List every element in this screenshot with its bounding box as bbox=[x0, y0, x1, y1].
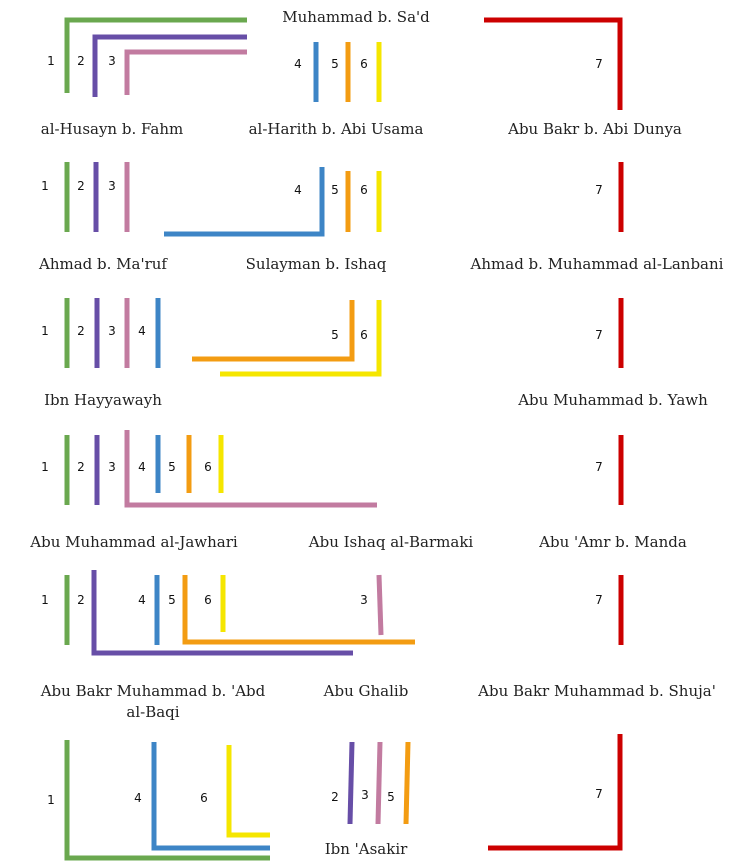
chain-number-label: 1 bbox=[41, 324, 49, 338]
chain-3-segment bbox=[124, 49, 247, 95]
chain-number-label: 1 bbox=[47, 54, 55, 68]
chain-number-label: 5 bbox=[387, 790, 395, 804]
chain-number-label: 5 bbox=[168, 460, 176, 474]
chain-number-label: 6 bbox=[360, 57, 368, 71]
narrator-ahmad-b-maruf: Ahmad b. Ma'ruf bbox=[38, 255, 168, 273]
chain-number-label: 5 bbox=[331, 183, 339, 197]
chain-number-label: 1 bbox=[41, 460, 49, 474]
chain-number-label: 7 bbox=[595, 57, 603, 71]
chain-6-segment bbox=[220, 300, 382, 377]
chain-lines bbox=[64, 17, 624, 861]
chain-number-label: 6 bbox=[200, 791, 208, 805]
narrator-ahmad-b-muhammad-al-lanbani: Ahmad b. Muhammad al-Lanbani bbox=[470, 255, 724, 273]
chain-number-label: 4 bbox=[138, 324, 146, 338]
narrator-abu-bakr-muhammad-b-abd-al-baqi: Abu Bakr Muhammad b. 'Abd bbox=[40, 682, 266, 700]
chain-number-label: 4 bbox=[138, 593, 146, 607]
chain-5-segment bbox=[192, 300, 355, 362]
narrator-abu-bakr-muhammad-b-abd-al-baqi-line-2: al-Baqi bbox=[126, 703, 179, 721]
chain-number-label: 4 bbox=[294, 183, 302, 197]
chain-2-segment bbox=[91, 570, 353, 656]
narrator-names: Muhammad b. Sa'd al-Husayn b. Fahm al-Ha… bbox=[29, 8, 723, 858]
chain-number-label: 2 bbox=[77, 54, 85, 68]
narrator-abu-bakr-b-abi-dunya: Abu Bakr b. Abi Dunya bbox=[507, 120, 682, 138]
narrator-muhammad-b-sad: Muhammad b. Sa'd bbox=[282, 8, 430, 26]
chain-number-label: 7 bbox=[595, 183, 603, 197]
chain-number-label: 6 bbox=[204, 460, 212, 474]
chain-7-segment bbox=[488, 734, 623, 851]
chain-6-segment bbox=[226, 745, 270, 838]
chain-number-labels: 1 2 3 4 5 6 7 1 2 3 4 5 6 7 1 2 3 4 5 6 … bbox=[41, 54, 603, 807]
chain-5-segment bbox=[403, 741, 411, 825]
chain-2-segment bbox=[92, 34, 247, 97]
chain-number-label: 1 bbox=[41, 593, 49, 607]
chain-number-label: 6 bbox=[360, 183, 368, 197]
chain-4-segment bbox=[151, 742, 270, 851]
narrator-abu-bakr-muhammad-b-shuja: Abu Bakr Muhammad b. Shuja' bbox=[477, 682, 716, 700]
chain-number-label: 5 bbox=[331, 328, 339, 342]
narrator-abu-ishaq-al-barmaki: Abu Ishaq al-Barmaki bbox=[308, 533, 474, 551]
chain-number-label: 6 bbox=[360, 328, 368, 342]
narrator-sulayman-b-ishaq: Sulayman b. Ishaq bbox=[246, 255, 387, 273]
chain-3-segment bbox=[124, 430, 377, 508]
chain-number-label: 7 bbox=[595, 593, 603, 607]
chain-number-label: 3 bbox=[360, 593, 368, 607]
chain-number-label: 3 bbox=[108, 179, 116, 193]
narrator-ibn-hayyawayh: Ibn Hayyawayh bbox=[44, 391, 162, 409]
chain-1-segment bbox=[64, 740, 270, 861]
chain-number-label: 2 bbox=[77, 179, 85, 193]
chain-2-segment bbox=[347, 741, 355, 825]
chain-3-segment bbox=[376, 574, 384, 636]
narrator-abu-ghalib: Abu Ghalib bbox=[323, 682, 409, 700]
chain-number-label: 3 bbox=[108, 460, 116, 474]
chain-5-segment bbox=[182, 575, 415, 645]
chain-number-label: 4 bbox=[138, 460, 146, 474]
narrator-abu-muhammad-al-jawhari: Abu Muhammad al-Jawhari bbox=[29, 533, 238, 551]
chain-3-segment bbox=[375, 741, 383, 825]
narrator-al-harith-b-abi-usama: al-Harith b. Abi Usama bbox=[249, 120, 424, 138]
chain-number-label: 3 bbox=[108, 324, 116, 338]
chain-number-label: 1 bbox=[41, 179, 49, 193]
chain-number-label: 5 bbox=[168, 593, 176, 607]
narrator-ibn-asakir: Ibn 'Asakir bbox=[325, 840, 408, 858]
chain-number-label: 7 bbox=[595, 328, 603, 342]
chain-number-label: 2 bbox=[77, 324, 85, 338]
chain-number-label: 6 bbox=[204, 593, 212, 607]
chain-number-label: 2 bbox=[77, 593, 85, 607]
narrator-al-husayn-b-fahm: al-Husayn b. Fahm bbox=[41, 120, 183, 138]
chain-number-label: 7 bbox=[595, 787, 603, 801]
chain-number-label: 2 bbox=[331, 790, 339, 804]
chain-number-label: 3 bbox=[108, 54, 116, 68]
chain-number-label: 7 bbox=[595, 460, 603, 474]
chain-1-segment bbox=[64, 17, 247, 93]
chain-number-label: 4 bbox=[294, 57, 302, 71]
chain-number-label: 2 bbox=[77, 460, 85, 474]
chain-number-label: 1 bbox=[47, 793, 55, 807]
chain-number-label: 4 bbox=[134, 791, 142, 805]
chain-number-label: 5 bbox=[331, 57, 339, 71]
chain-7-segment bbox=[484, 17, 623, 110]
chain-4-segment bbox=[164, 167, 325, 237]
narrator-abu-amr-b-manda: Abu 'Amr b. Manda bbox=[538, 533, 687, 551]
narrator-abu-muhammad-b-yawh: Abu Muhammad b. Yawh bbox=[517, 391, 708, 409]
chain-number-label: 3 bbox=[361, 788, 369, 802]
